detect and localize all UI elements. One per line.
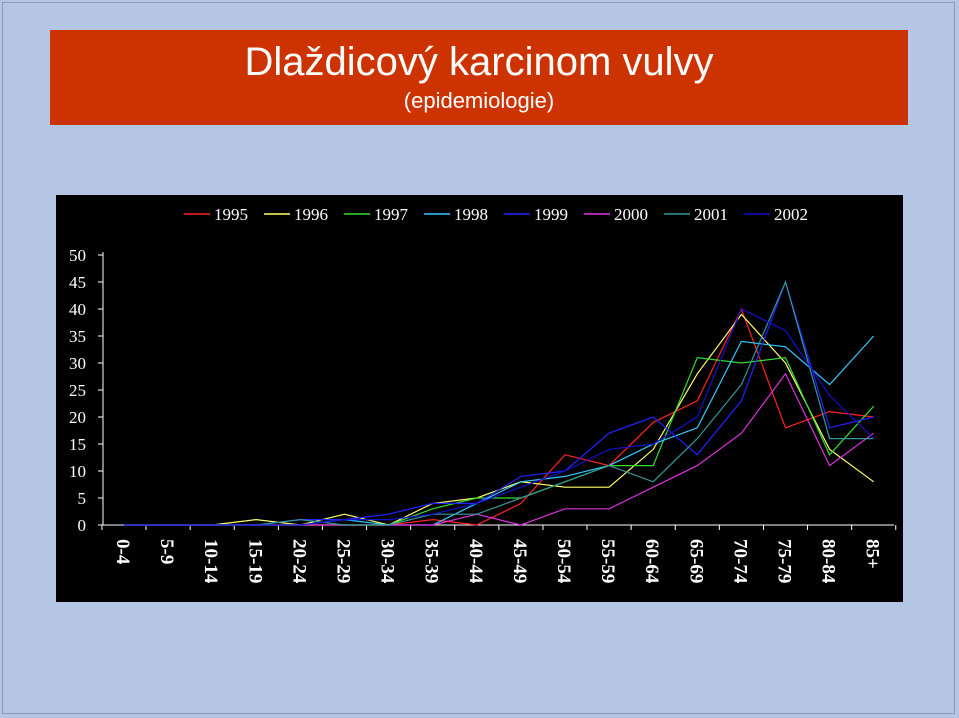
x-axis: 0-4 5-9 10-14 15-19 20-24 25-29 30-34 35-39 40-4…: [101, 524, 897, 584]
x-tick-label: 60-64: [641, 539, 662, 584]
y-tick-label: 40: [69, 300, 86, 319]
x-tick-label: 35-39: [421, 539, 442, 583]
x-tick-label: 80-84: [818, 539, 839, 584]
x-tick-label: 25-29: [333, 539, 354, 583]
x-tick-label: 65-69: [685, 539, 706, 583]
chart-area: 1995 1996 1997 1998 1999 2000 2001 2002 0 5 10 15 2…: [56, 195, 903, 602]
y-tick-label: 15: [69, 435, 86, 454]
legend-label-1999: 1999: [534, 205, 568, 224]
legend-label-2000: 2000: [614, 205, 648, 224]
legend-label-2001: 2001: [694, 205, 728, 224]
x-tick-label: 45-49: [509, 539, 530, 583]
legend-label-2002: 2002: [774, 205, 808, 224]
x-tick-label: 85+: [862, 539, 883, 569]
y-tick-label: 25: [69, 381, 86, 400]
legend-label-1995: 1995: [214, 205, 248, 224]
x-tick-label: 40-44: [465, 539, 486, 584]
line-chart: 1995 1996 1997 1998 1999 2000 2001 2002 0 5 10 15 2…: [56, 195, 903, 602]
x-tick-label: 0-4: [112, 539, 133, 565]
series-lines: [124, 280, 875, 526]
x-tick-label: 70-74: [729, 539, 750, 584]
y-tick-label: 0: [78, 516, 87, 535]
x-tick-label: 10-14: [200, 539, 221, 584]
y-tick-label: 20: [69, 408, 86, 427]
y-tick-label: 50: [69, 246, 86, 265]
x-tick-label: 55-59: [597, 539, 618, 583]
y-tick-label: 45: [69, 273, 86, 292]
x-tick-label: 5-9: [156, 539, 177, 564]
legend-label-1998: 1998: [454, 205, 488, 224]
y-tick-label: 5: [78, 489, 87, 508]
slide-title: Dlaždicový karcinom vulvy: [244, 40, 714, 84]
legend-label-1997: 1997: [374, 205, 409, 224]
y-tick-label: 10: [69, 462, 86, 481]
x-tick-label: 15-19: [244, 539, 265, 583]
legend-label-1996: 1996: [294, 205, 328, 224]
x-tick-label: 50-54: [553, 539, 574, 584]
x-tick-label: 20-24: [288, 539, 309, 584]
title-banner: Dlaždicový karcinom vulvy (epidemiologie…: [50, 30, 908, 125]
y-tick-label: 35: [69, 327, 86, 346]
series-line-2002: [124, 308, 875, 526]
legend: 1995 1996 1997 1998 1999 2000 2001 2002: [184, 205, 808, 224]
x-tick-label: 75-79: [774, 539, 795, 583]
chart-background: [56, 195, 903, 602]
y-axis: 0 5 10 15 20 25 30 35 40 45 50: [69, 246, 104, 535]
slide-subtitle: (epidemiologie): [403, 88, 555, 113]
x-tick-label: 30-34: [377, 539, 398, 584]
y-tick-label: 30: [69, 354, 86, 373]
